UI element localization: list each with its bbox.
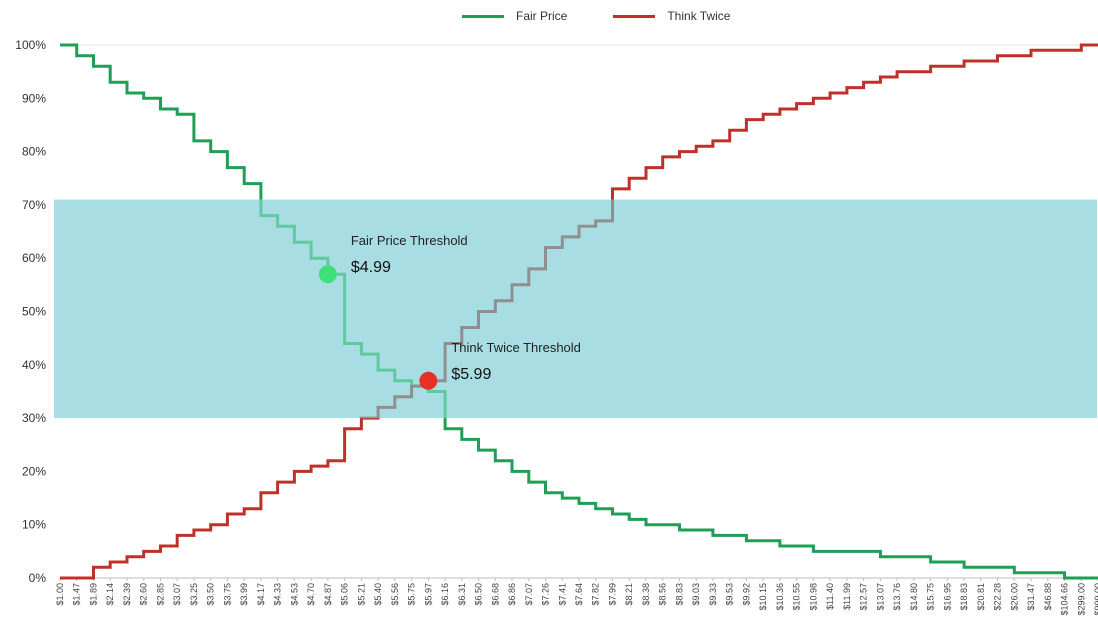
y-tick-label: 40%: [22, 358, 46, 372]
x-tick-label: $9.03: [691, 583, 701, 606]
legend-label-fair-price: Fair Price: [516, 9, 568, 23]
x-tick-label: $8.56: [658, 583, 668, 606]
x-tick-label: $3.50: [206, 583, 216, 606]
series-line-think-twice-lower: [60, 418, 380, 580]
x-tick-label: $31.47: [1026, 583, 1036, 611]
x-tick-label: $4.87: [323, 583, 333, 606]
x-tick-label: $7.99: [607, 583, 617, 606]
x-tick-label: $5.56: [390, 583, 400, 606]
x-tick-label: $5.97: [423, 583, 433, 606]
x-tick-label: $3.99: [239, 583, 249, 606]
x-tick-label: $2.39: [122, 583, 132, 606]
threshold-label: Think Twice Threshold: [451, 340, 581, 355]
x-tick-label: $7.41: [557, 583, 567, 606]
y-tick-label: 10%: [22, 518, 46, 532]
legend-swatch-think-twice: [613, 14, 656, 18]
x-tick-label: $299.00: [1076, 583, 1086, 616]
x-tick-label: $4.70: [306, 583, 316, 606]
series-line-fair-price: [60, 43, 263, 200]
x-tick-label: $6.50: [474, 583, 484, 606]
x-tick-label: $8.83: [674, 583, 684, 606]
highlight-band: [54, 199, 1097, 419]
x-tick-label: $10.98: [808, 583, 818, 611]
x-tick-label: $10.15: [758, 583, 768, 611]
x-tick-label: $8.38: [641, 583, 651, 606]
x-tick-label: $22.28: [993, 583, 1003, 611]
x-tick-label: $6.16: [440, 583, 450, 606]
x-tick-label: $16.95: [942, 583, 952, 611]
series-line-fair-price-lower: [443, 418, 1098, 580]
x-tick-label: $26.00: [1009, 583, 1019, 611]
y-tick-label: 0%: [29, 571, 47, 585]
x-tick-label: $4.53: [289, 583, 299, 606]
chart-legend: Fair Price Think Twice: [462, 6, 776, 26]
x-tick-label: $9.92: [741, 583, 751, 606]
x-tick-label: $15.75: [926, 583, 936, 611]
x-tick-label: $10.36: [775, 583, 785, 611]
x-tick-label: $1.89: [88, 583, 98, 606]
x-tick-label: $13.76: [892, 583, 902, 611]
legend-swatch-fair-price: [462, 14, 504, 18]
series-line-think-twice: [611, 43, 1098, 200]
x-tick-label: $11.99: [842, 583, 852, 610]
x-tick-label: $12.57: [859, 583, 869, 611]
y-tick-label: 20%: [22, 464, 46, 478]
x-tick-label: $5.40: [373, 583, 383, 606]
x-tick-label: $4.33: [273, 583, 283, 606]
x-tick-label: $3.07: [172, 583, 182, 606]
y-tick-label: 90%: [22, 91, 46, 105]
legend-label-think-twice: Think Twice: [667, 9, 731, 23]
x-tick-label: $8.21: [624, 583, 634, 606]
x-tick-label: $10.55: [792, 583, 802, 611]
x-tick-label: $5.75: [407, 583, 417, 606]
y-tick-label: 70%: [22, 198, 46, 212]
x-tick-label: $6.86: [507, 583, 517, 606]
x-tick-label: $7.07: [524, 583, 534, 606]
x-tick-label: $20.81: [976, 583, 986, 611]
x-tick-label: $7.64: [574, 583, 584, 606]
x-tick-label: $7.82: [591, 583, 601, 606]
threshold-value: $5.99: [451, 366, 491, 383]
y-tick-label: 30%: [22, 411, 46, 425]
x-tick-label: $9.33: [708, 583, 718, 606]
x-tick-label: $2.85: [155, 583, 165, 606]
y-tick-label: 100%: [15, 38, 46, 52]
x-tick-label: $104.66: [1060, 583, 1070, 616]
x-tick-label: $5.21: [356, 583, 366, 606]
x-tick-label: $13.07: [875, 583, 885, 611]
x-tick-label: $2.14: [105, 583, 115, 606]
x-tick-label: $2.60: [139, 583, 149, 606]
x-tick-label: $18.83: [959, 583, 969, 611]
threshold-marker: [419, 371, 438, 390]
x-tick-label: $3.75: [222, 583, 232, 606]
x-tick-label: $6.31: [457, 583, 467, 606]
threshold-value: $4.99: [351, 259, 391, 276]
threshold-label: Fair Price Threshold: [351, 233, 468, 248]
x-tick-label: $1.47: [72, 583, 82, 606]
series-line-think-twice-in-band: [359, 199, 614, 419]
legend-item-fair-price: Fair Price: [462, 9, 567, 23]
y-tick-label: 60%: [22, 251, 46, 265]
legend-item-think-twice: Think Twice: [613, 9, 730, 23]
x-tick-label: $46.88: [1043, 583, 1053, 611]
x-tick-label: $6.68: [490, 583, 500, 606]
y-tick-label: 80%: [22, 145, 46, 159]
x-tick-label: $7.26: [541, 583, 551, 606]
threshold-marker: [318, 265, 337, 284]
x-tick-label: $9.53: [725, 583, 735, 606]
y-tick-label: 50%: [22, 305, 46, 319]
x-tick-label: $4.17: [256, 583, 266, 606]
x-tick-label: $14.80: [909, 583, 919, 611]
x-tick-label: $1.00: [55, 583, 65, 606]
x-tick-label: $11.40: [825, 583, 835, 610]
x-tick-label: $5.06: [340, 583, 350, 606]
x-tick-label: $999.00: [1093, 583, 1098, 616]
x-tick-label: $3.25: [189, 583, 199, 606]
